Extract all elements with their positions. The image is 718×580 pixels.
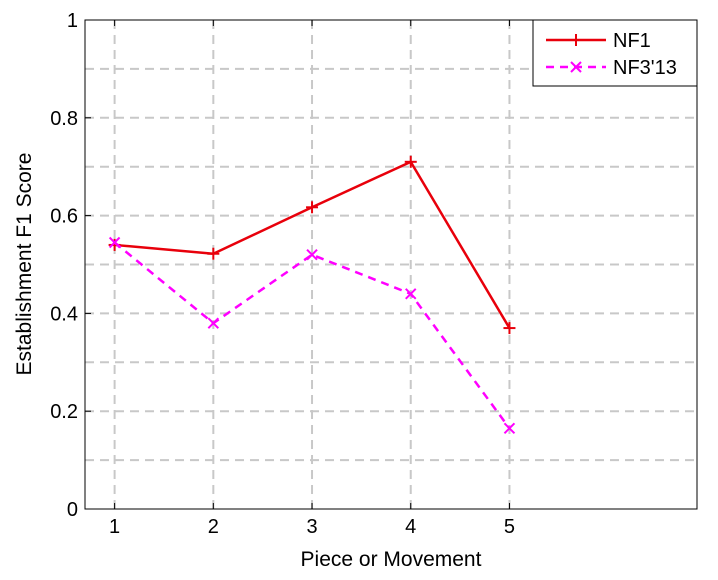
data-point [306, 249, 318, 261]
marker-stroke-b [503, 422, 516, 435]
marker-stroke-b [108, 236, 121, 249]
marker-stroke-b [207, 317, 220, 329]
data-point [108, 236, 121, 249]
series-1 [108, 155, 516, 335]
x-tick-label: 2 [208, 516, 219, 538]
marker-stroke-b [405, 288, 417, 300]
marker-stroke-b [306, 249, 318, 261]
axes: 1 2 3 4 5 0 0.2 0.4 0.6 0.8 1 [50, 10, 515, 538]
series-group [108, 155, 516, 435]
x-tick-label: 5 [504, 516, 515, 538]
y-tick-label: 1 [67, 10, 78, 32]
y-tick-label: 0.2 [50, 401, 78, 423]
x-tick-label: 4 [405, 516, 416, 538]
legend-label: NF3'13 [613, 57, 677, 79]
data-point [404, 155, 417, 168]
x-tick-label: 1 [109, 516, 120, 538]
data-point [207, 317, 220, 329]
legend-entry: NF3'13 [546, 57, 677, 79]
data-point [207, 247, 220, 260]
series-line [113, 241, 511, 430]
legend-entry: NF1 [546, 30, 651, 52]
y-tick-label: 0.4 [50, 303, 78, 325]
legend-box [532, 19, 698, 87]
marker-stroke-b [570, 61, 582, 73]
plot-frame [84, 19, 698, 510]
legend-label: NF1 [613, 30, 651, 52]
data-point [503, 422, 516, 435]
y-tick-label: 0.6 [50, 206, 78, 228]
data-point [306, 201, 319, 214]
x-tick-label: 3 [306, 516, 317, 538]
x-axis-title: Piece or Movement [301, 548, 482, 571]
legend: NF1 NF3'13 [532, 19, 698, 87]
grid [85, 20, 697, 509]
data-point [405, 288, 417, 300]
y-axis-title: Establishment F1 Score [13, 153, 36, 376]
legend-marker [570, 61, 582, 73]
data-point [503, 322, 516, 335]
y-tick-label: 0.8 [50, 108, 78, 130]
legend-marker [570, 34, 582, 46]
y-tick-label: 0 [67, 499, 78, 521]
series-2 [108, 236, 516, 435]
